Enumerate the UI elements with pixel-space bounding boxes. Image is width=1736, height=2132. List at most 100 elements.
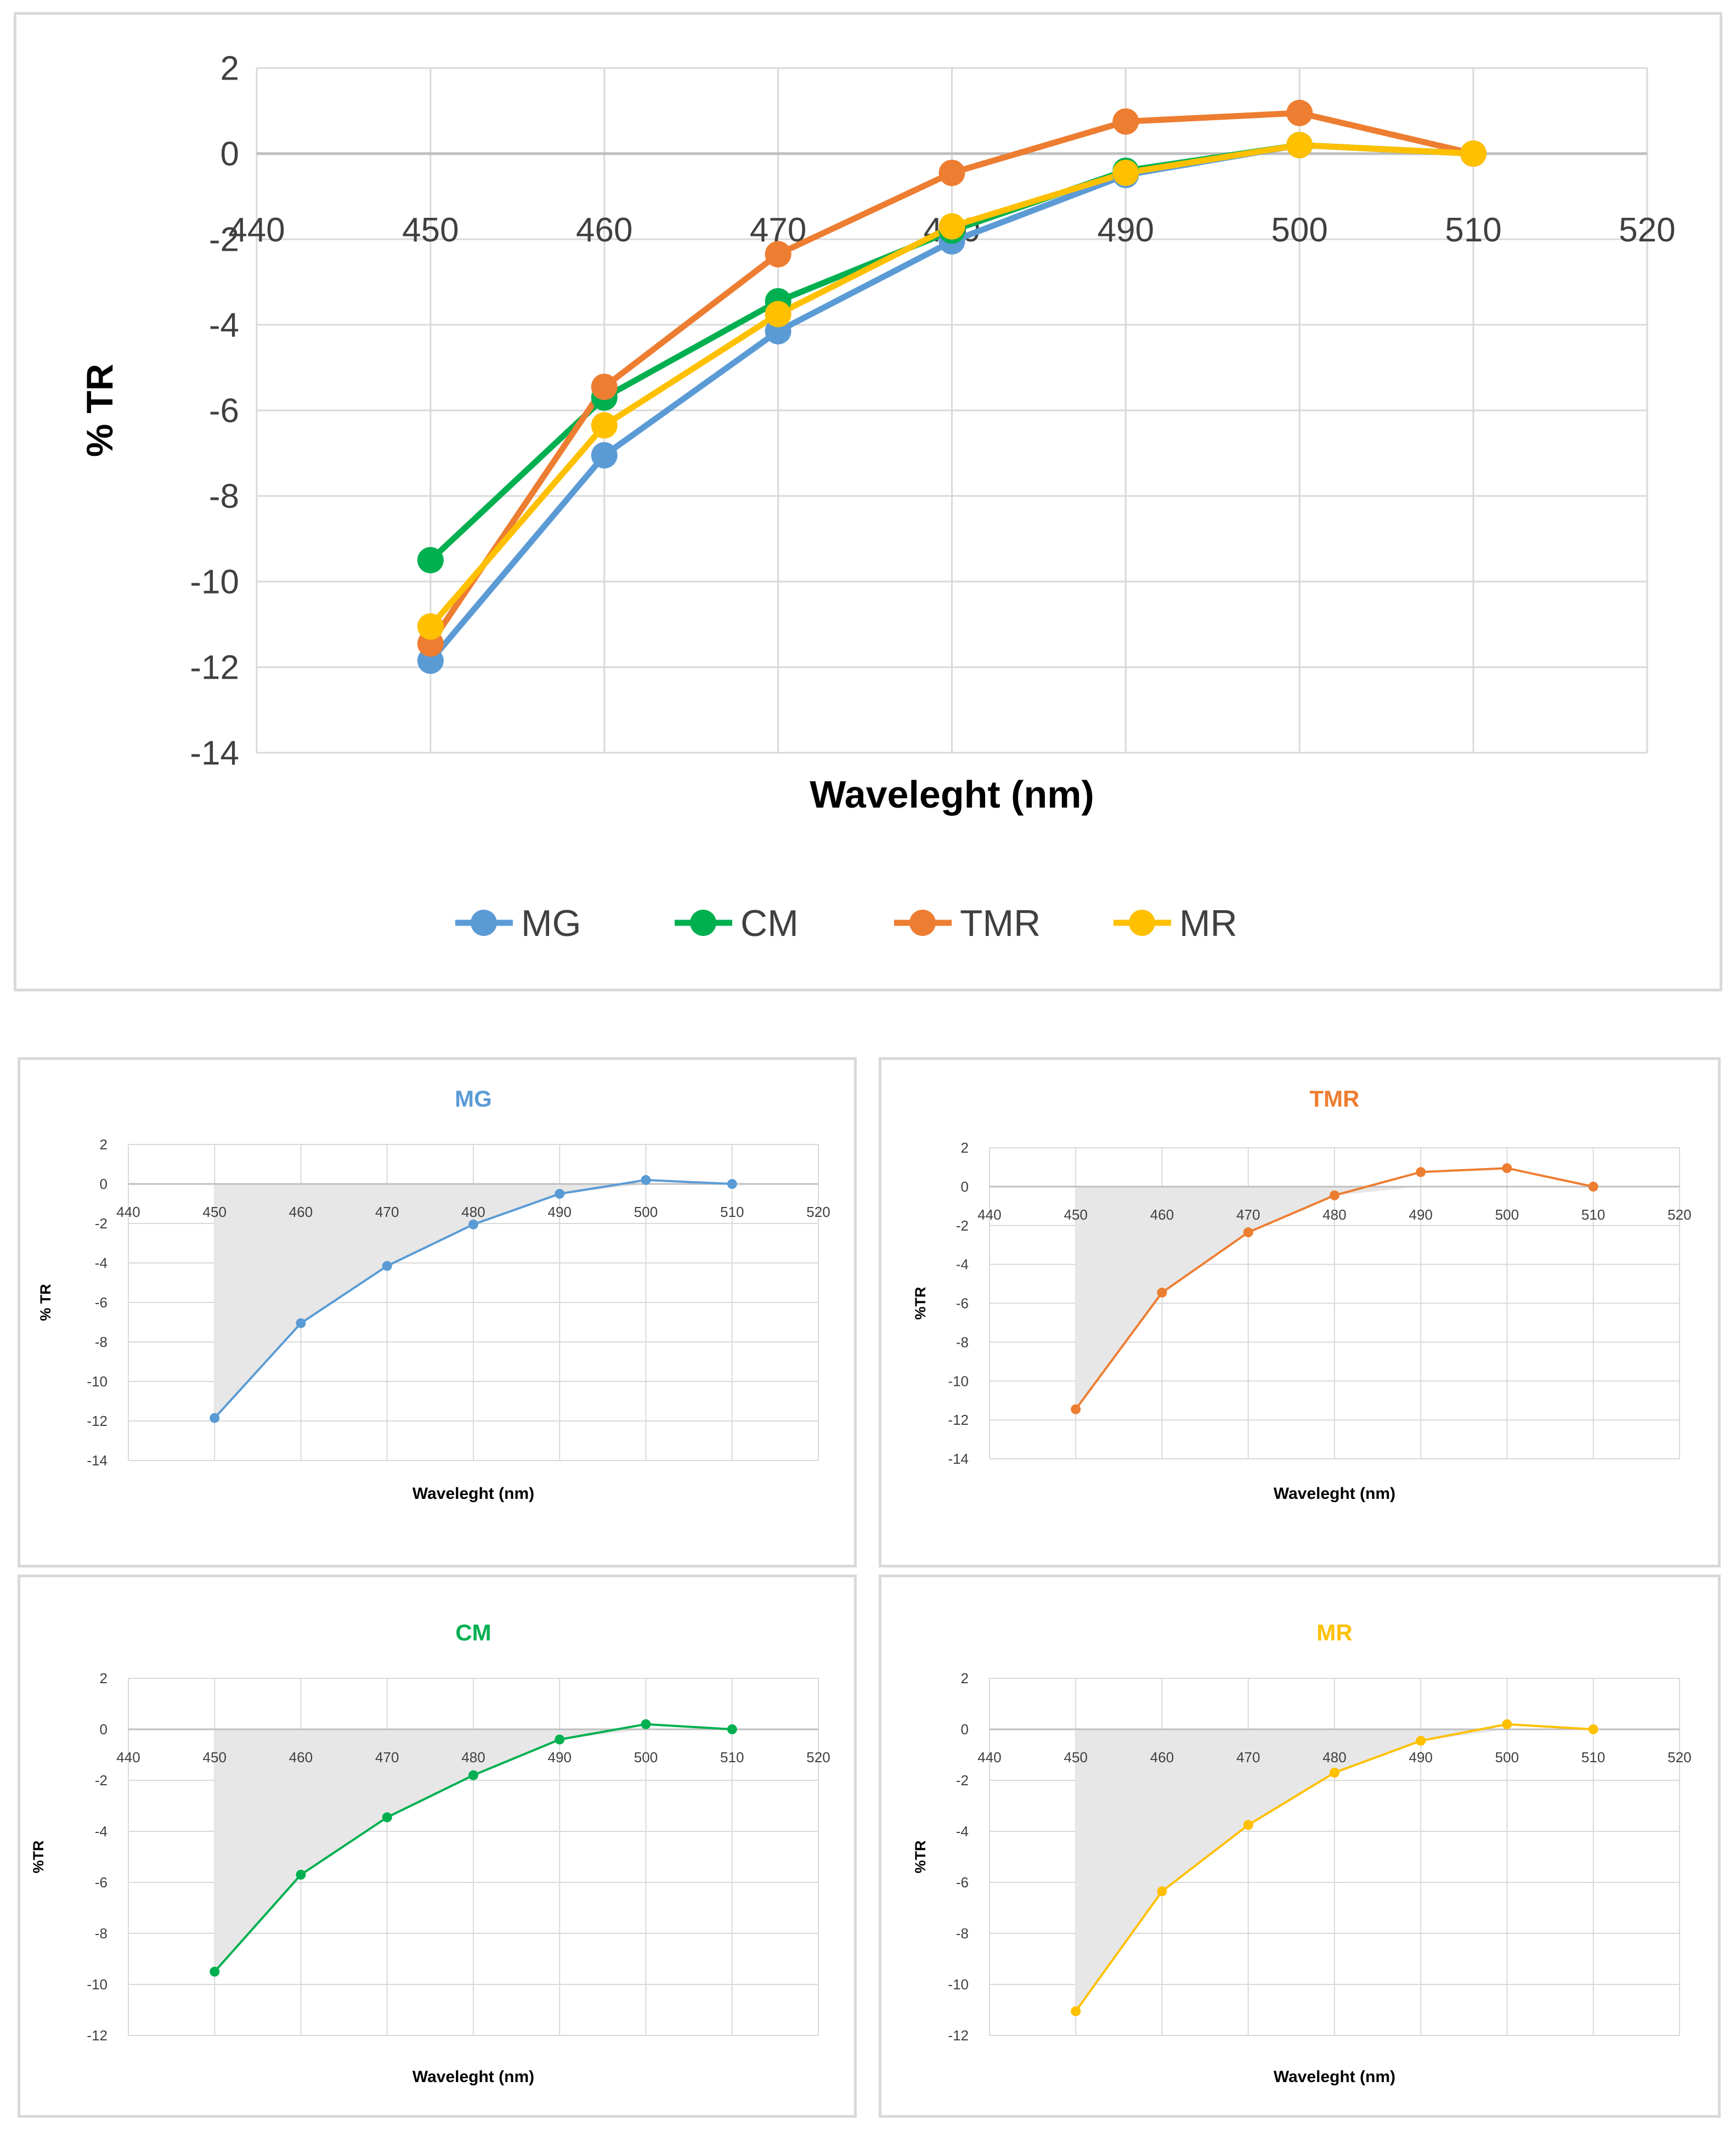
y-tick-label: -8 bbox=[956, 1925, 969, 1942]
data-point-mr bbox=[938, 213, 965, 240]
y-tick-label: 2 bbox=[961, 1140, 969, 1156]
y-tick-label: -10 bbox=[948, 1976, 969, 1993]
x-tick-label: 510 bbox=[720, 1749, 744, 1766]
y-tick-label: -10 bbox=[190, 563, 239, 601]
x-tick-label: 470 bbox=[375, 1749, 399, 1766]
x-tick-label: 510 bbox=[720, 1204, 744, 1220]
legend-swatch-marker bbox=[909, 910, 936, 936]
x-tick-label: 520 bbox=[806, 1204, 830, 1220]
y-tick-label: 2 bbox=[100, 1670, 108, 1687]
data-point-mr bbox=[417, 613, 444, 640]
data-point-cm bbox=[382, 1812, 392, 1823]
y-tick-label: -8 bbox=[95, 1334, 108, 1350]
y-tick-label: -14 bbox=[87, 1452, 108, 1469]
data-point-mr bbox=[1416, 1735, 1426, 1746]
y-tick-label: -8 bbox=[209, 478, 239, 516]
x-tick-label: 510 bbox=[1581, 1749, 1605, 1766]
data-point-mr bbox=[1588, 1724, 1598, 1734]
y-tick-label: -6 bbox=[956, 1295, 969, 1312]
x-tick-label: 490 bbox=[1098, 211, 1154, 249]
y-tick-label: -14 bbox=[948, 1451, 969, 1467]
y-tick-label: 0 bbox=[100, 1176, 108, 1192]
chart-title: TMR bbox=[1310, 1086, 1360, 1112]
y-tick-label: -10 bbox=[87, 1976, 108, 1993]
x-tick-label: 490 bbox=[1409, 1206, 1433, 1223]
y-tick-label: -6 bbox=[95, 1294, 108, 1311]
y-tick-label: -12 bbox=[190, 649, 239, 687]
shaded-area bbox=[1076, 1729, 1593, 2011]
data-point-cm bbox=[296, 1870, 306, 1880]
x-tick-label: 450 bbox=[1064, 1206, 1088, 1223]
x-tick-label: 510 bbox=[1445, 211, 1501, 249]
legend-swatch-marker bbox=[471, 910, 497, 936]
y-axis-title: %TR bbox=[912, 1841, 929, 1874]
y-tick-label: -8 bbox=[956, 1334, 969, 1350]
mr-chart: -12 -10 -8 -6 -4 -2 0 2 440 450 460 470 480 490 500 510… bbox=[912, 1620, 1692, 2086]
x-axis-title: Waveleght (nm) bbox=[412, 2068, 534, 2086]
legend-item-cm: CM bbox=[675, 903, 799, 944]
data-point-mr bbox=[1071, 2006, 1081, 2016]
x-tick-label: 470 bbox=[1236, 1206, 1260, 1223]
y-tick-label: -6 bbox=[209, 392, 239, 430]
data-point-tmr bbox=[1588, 1181, 1598, 1192]
legend-label: TMR bbox=[960, 903, 1041, 944]
legend-label: MR bbox=[1179, 903, 1237, 944]
data-point-mg bbox=[727, 1179, 737, 1189]
y-tick-label: 0 bbox=[961, 1178, 969, 1195]
mg-chart-panel: -14 -12 -10 -8 -6 -4 -2 0 2 440 450 460 470 480 490 500… bbox=[18, 1057, 857, 1567]
y-tick-label: -6 bbox=[956, 1874, 969, 1891]
data-point-tmr bbox=[1416, 1167, 1426, 1177]
y-axis-title: % TR bbox=[79, 364, 121, 457]
y-tick-label: 0 bbox=[100, 1721, 108, 1738]
data-point-mr bbox=[1112, 160, 1139, 187]
y-tick-label: 2 bbox=[100, 1136, 108, 1153]
x-tick-label: 440 bbox=[977, 1206, 1001, 1223]
y-tick-label: -2 bbox=[95, 1772, 108, 1789]
x-tick-label: 440 bbox=[116, 1204, 140, 1220]
y-axis-title: %TR bbox=[30, 1841, 47, 1874]
x-tick-label: 450 bbox=[1064, 1749, 1088, 1766]
cm-chart: -12 -10 -8 -6 -4 -2 0 2 440 450 460 470 480 490 500 510… bbox=[30, 1620, 830, 2086]
x-tick-label: 510 bbox=[1581, 1206, 1605, 1223]
main-chart-panel: -14-12-10-8-6-4-202440450460470480490500… bbox=[14, 12, 1722, 991]
x-tick-label: 480 bbox=[461, 1204, 485, 1220]
legend-label: CM bbox=[740, 903, 799, 944]
y-tick-label: 2 bbox=[220, 50, 239, 88]
x-tick-label: 520 bbox=[806, 1749, 830, 1766]
x-tick-label: 500 bbox=[1271, 211, 1328, 249]
data-point-tmr bbox=[591, 374, 618, 401]
x-tick-label: 460 bbox=[1150, 1749, 1174, 1766]
y-tick-label: -6 bbox=[95, 1874, 108, 1891]
data-point-cm bbox=[555, 1734, 565, 1745]
y-tick-label: 0 bbox=[220, 136, 239, 173]
y-tick-label: -4 bbox=[95, 1255, 108, 1271]
y-tick-label: -2 bbox=[956, 1217, 969, 1234]
x-tick-label: 460 bbox=[576, 211, 632, 249]
data-point-mr bbox=[1286, 132, 1313, 159]
chart-title: CM bbox=[455, 1620, 491, 1645]
data-point-tmr bbox=[938, 160, 965, 187]
y-tick-label: -10 bbox=[948, 1373, 969, 1389]
x-tick-label: 450 bbox=[203, 1749, 227, 1766]
y-tick-label: 2 bbox=[961, 1670, 969, 1687]
chart-title: MR bbox=[1316, 1620, 1352, 1645]
shaded-area bbox=[1076, 1186, 1593, 1409]
x-tick-label: 460 bbox=[289, 1204, 313, 1220]
data-point-mg bbox=[468, 1219, 478, 1229]
legend-swatch-marker bbox=[690, 910, 716, 936]
y-tick-label: -12 bbox=[87, 1413, 108, 1429]
data-point-cm bbox=[727, 1724, 737, 1734]
x-tick-label: 520 bbox=[1667, 1206, 1691, 1223]
x-tick-label: 490 bbox=[548, 1204, 572, 1220]
data-point-mg bbox=[591, 442, 618, 469]
legend-item-tmr: TMR bbox=[894, 903, 1041, 944]
y-tick-label: -12 bbox=[948, 1412, 969, 1428]
data-point-mr bbox=[591, 412, 618, 439]
data-point-mr bbox=[1460, 140, 1487, 167]
legend-swatch-marker bbox=[1129, 910, 1155, 936]
data-point-tmr bbox=[1330, 1190, 1339, 1200]
x-tick-label: 500 bbox=[1495, 1749, 1519, 1766]
data-point-tmr bbox=[1243, 1227, 1253, 1238]
x-tick-label: 500 bbox=[634, 1204, 658, 1220]
mg-chart: -14 -12 -10 -8 -6 -4 -2 0 2 440 450 460 470 480 490 500… bbox=[37, 1086, 830, 1503]
